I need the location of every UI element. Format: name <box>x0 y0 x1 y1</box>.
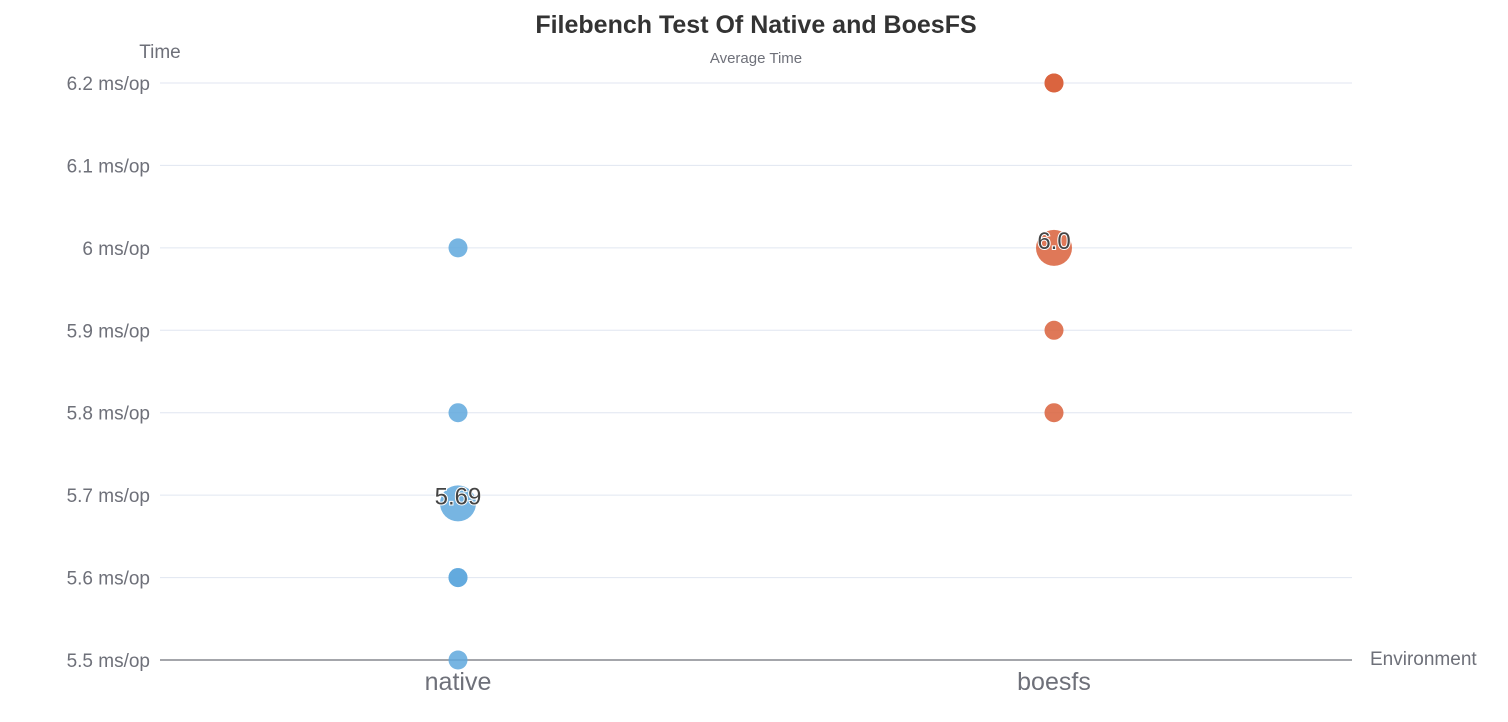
y-tick-label: 5.9 ms/op <box>67 321 150 342</box>
y-tick-label: 6 ms/op <box>82 239 150 260</box>
data-point-native <box>448 568 468 588</box>
y-tick-label: 5.7 ms/op <box>67 486 150 507</box>
data-point-native <box>448 650 468 670</box>
chart-title: Filebench Test Of Native and BoesFS <box>535 11 976 39</box>
y-axis-name: Time <box>139 42 181 63</box>
data-point-boesfs <box>1044 73 1064 93</box>
y-tick-label: 5.8 ms/op <box>67 404 150 425</box>
y-tick-label: 6.2 ms/op <box>67 74 150 95</box>
x-axis-ticks: native boesfs <box>425 668 1091 696</box>
y-tick-label: 5.6 ms/op <box>67 569 150 590</box>
average-label-boesfs: 6.0 <box>1037 228 1070 255</box>
y-tick-label: 6.1 ms/op <box>67 156 150 177</box>
data-points <box>448 73 1064 670</box>
data-point-boesfs <box>1044 320 1064 340</box>
data-point-native <box>448 238 468 258</box>
chart-subtitle: Average Time <box>710 50 802 67</box>
data-point-boesfs <box>1044 403 1064 423</box>
data-point-native <box>448 403 468 423</box>
y-axis-ticks: 5.5 ms/op 5.6 ms/op 5.7 ms/op 5.8 ms/op 5.9 … <box>67 74 150 672</box>
x-axis-name: Environment <box>1370 649 1477 670</box>
average-mark-native <box>440 485 476 522</box>
x-tick-label-native: native <box>425 668 492 696</box>
grid-lines <box>160 82 1352 579</box>
average-mark-boesfs <box>1036 229 1072 266</box>
x-tick-label-boesfs: boesfs <box>1017 668 1091 696</box>
y-tick-label: 5.5 ms/op <box>67 651 150 672</box>
average-marks: 5.69 6.0 <box>434 227 1072 522</box>
average-label-native: 5.69 <box>435 483 482 510</box>
